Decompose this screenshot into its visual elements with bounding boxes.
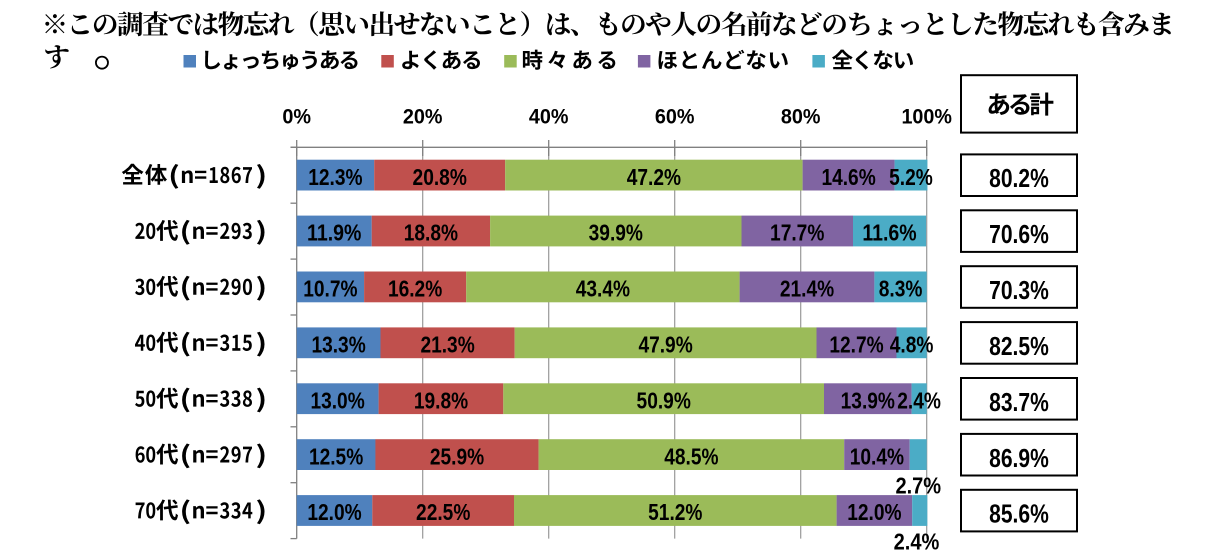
svg-text:39.9%: 39.9%	[589, 220, 643, 246]
svg-text:0%: 0%	[282, 105, 311, 129]
svg-text:12.0%: 12.0%	[307, 499, 361, 525]
svg-text:17.7%: 17.7%	[770, 220, 824, 246]
svg-text:82.5%: 82.5%	[989, 331, 1049, 361]
svg-text:21.4%: 21.4%	[780, 276, 834, 302]
svg-text:2.7%: 2.7%	[895, 473, 941, 499]
svg-text:12.7%: 12.7%	[829, 332, 883, 358]
svg-text:47.2%: 47.2%	[627, 164, 681, 190]
svg-text:10.4%: 10.4%	[850, 443, 904, 469]
svg-text:83.7%: 83.7%	[989, 387, 1049, 417]
svg-text:11.9%: 11.9%	[307, 220, 361, 246]
svg-text:12.5%: 12.5%	[309, 443, 363, 469]
svg-text:12.0%: 12.0%	[847, 499, 901, 525]
svg-text:16.2%: 16.2%	[388, 276, 442, 302]
svg-text:2.4%: 2.4%	[897, 387, 941, 413]
svg-text:22.5%: 22.5%	[416, 499, 470, 525]
svg-text:13.0%: 13.0%	[310, 387, 364, 413]
svg-text:4.8%: 4.8%	[890, 332, 934, 358]
svg-text:40%: 40%	[529, 105, 569, 129]
svg-text:51.2%: 51.2%	[648, 499, 702, 525]
svg-text:86.9%: 86.9%	[989, 443, 1049, 473]
svg-text:43.4%: 43.4%	[576, 276, 630, 302]
svg-text:80%: 80%	[781, 105, 821, 129]
svg-text:50.9%: 50.9%	[637, 387, 691, 413]
svg-text:12.3%: 12.3%	[308, 164, 362, 190]
svg-text:48.5%: 48.5%	[664, 443, 718, 469]
svg-text:70.3%: 70.3%	[989, 275, 1049, 305]
svg-text:11.6%: 11.6%	[862, 220, 916, 246]
svg-text:20.8%: 20.8%	[413, 164, 467, 190]
svg-text:13.9%: 13.9%	[841, 387, 895, 413]
svg-text:14.6%: 14.6%	[821, 164, 875, 190]
svg-text:2.4%: 2.4%	[894, 529, 940, 550]
svg-text:8.3%: 8.3%	[879, 276, 923, 302]
svg-text:60%: 60%	[655, 105, 695, 129]
svg-text:10.7%: 10.7%	[303, 276, 357, 302]
svg-text:21.3%: 21.3%	[420, 332, 474, 358]
svg-text:85.6%: 85.6%	[989, 499, 1049, 529]
svg-text:25.9%: 25.9%	[430, 443, 484, 469]
svg-text:47.9%: 47.9%	[638, 332, 692, 358]
svg-text:20%: 20%	[403, 105, 443, 129]
svg-text:18.8%: 18.8%	[404, 220, 458, 246]
svg-text:100%: 100%	[901, 105, 952, 129]
svg-text:13.3%: 13.3%	[311, 332, 365, 358]
svg-text:80.2%: 80.2%	[989, 163, 1049, 193]
svg-text:19.8%: 19.8%	[414, 387, 468, 413]
svg-text:70.6%: 70.6%	[989, 219, 1049, 249]
svg-text:5.2%: 5.2%	[889, 164, 933, 190]
